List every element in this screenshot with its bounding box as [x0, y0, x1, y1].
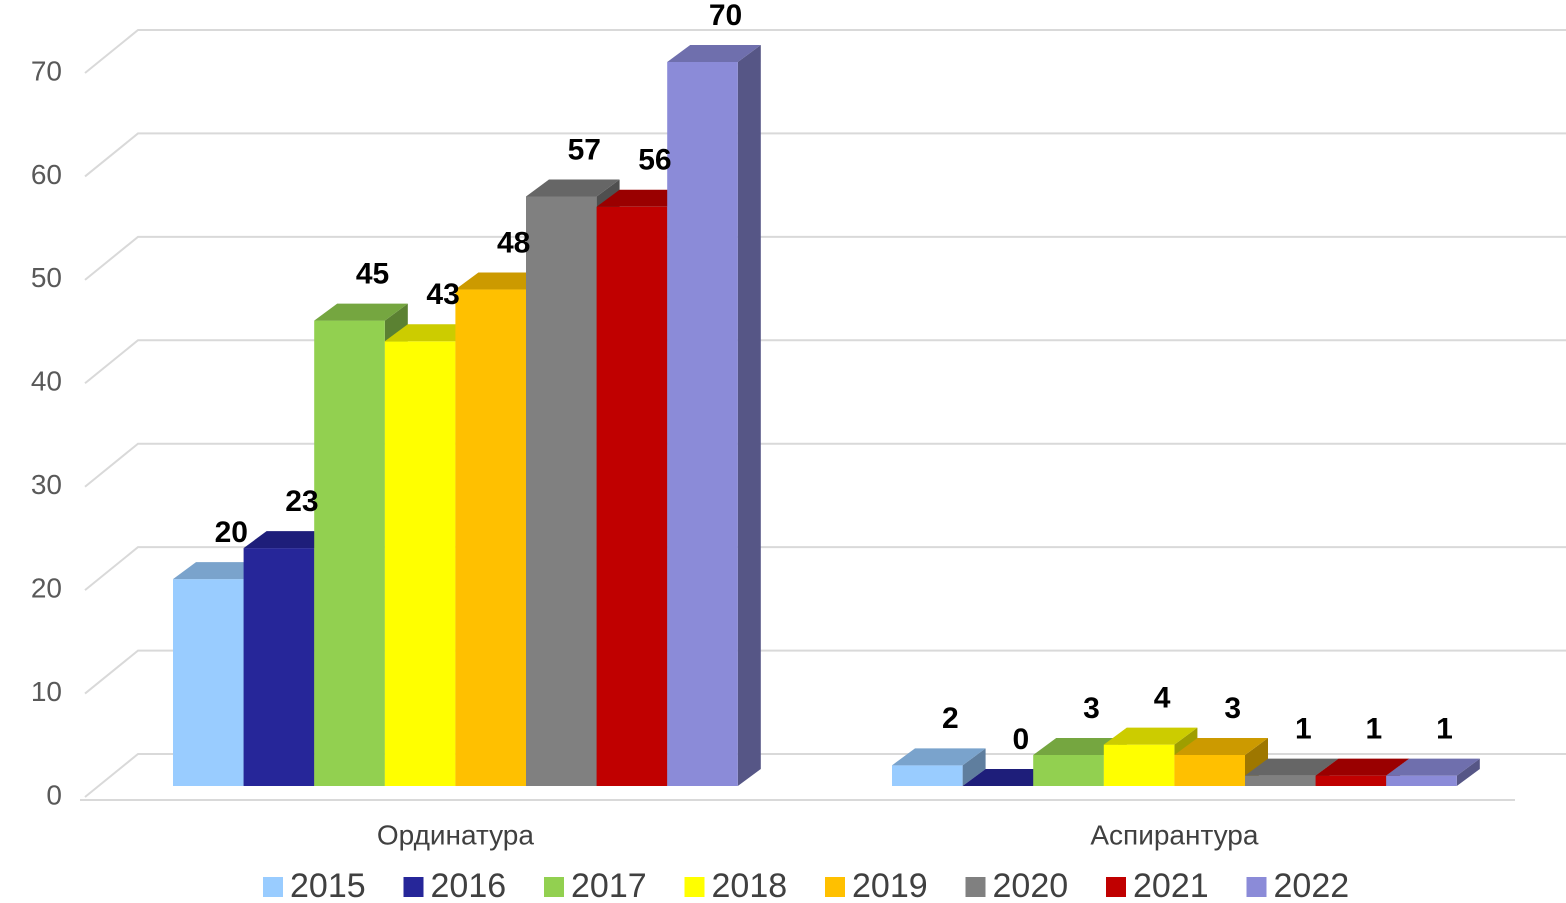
data-label: 20	[215, 516, 248, 549]
bar	[1174, 754, 1245, 786]
bar	[667, 62, 738, 786]
legend-swatch	[1106, 877, 1126, 897]
grid-line	[84, 235, 1566, 281]
legend-label: 2018	[712, 867, 788, 903]
bar	[384, 341, 456, 786]
data-label: 2	[942, 702, 959, 735]
data-label: 23	[285, 485, 318, 518]
data-label: 1	[1436, 713, 1453, 746]
bar-top	[962, 769, 1057, 786]
bar	[596, 206, 668, 787]
legend-label: 2015	[290, 867, 366, 903]
bar-top	[173, 562, 267, 580]
data-label: 1	[1295, 713, 1312, 746]
bar-top	[1386, 758, 1480, 776]
bar-top	[314, 303, 408, 321]
bar	[1033, 754, 1104, 786]
bar	[1315, 775, 1387, 786]
x-tick-label: Ординатура	[377, 819, 535, 850]
data-label: 1	[1366, 713, 1383, 746]
legend-swatch	[825, 877, 845, 897]
bar-top	[1033, 737, 1127, 755]
data-label: 70	[709, 0, 742, 32]
x-tick-label: Аспирантура	[1090, 819, 1258, 850]
bar	[455, 289, 526, 786]
y-tick-label: 0	[46, 779, 62, 810]
bar-top	[1245, 758, 1339, 776]
grid-line	[84, 132, 1566, 178]
y-tick-label: 70	[31, 55, 62, 86]
y-tick-label: 20	[31, 573, 62, 604]
legend-swatch	[1246, 877, 1267, 897]
legend-swatch	[544, 877, 564, 897]
data-label: 3	[1083, 692, 1100, 725]
bar	[1245, 775, 1316, 786]
bar-top	[1103, 727, 1198, 745]
y-tick-label: 10	[31, 676, 62, 707]
bar-top	[667, 45, 761, 62]
bar-top	[1174, 737, 1268, 755]
grid-line	[84, 29, 1566, 74]
legend-swatch	[263, 877, 283, 897]
data-label: 48	[497, 226, 530, 259]
legend-label: 2021	[1133, 867, 1209, 903]
legend-label: 2019	[852, 867, 928, 903]
data-label: 45	[356, 257, 389, 290]
data-label: 3	[1224, 692, 1241, 725]
bar	[526, 196, 597, 786]
bar-top	[596, 189, 691, 207]
grid-line	[84, 339, 1566, 385]
data-label: 4	[1154, 682, 1171, 715]
data-label: 56	[638, 144, 671, 177]
y-tick-label: 60	[31, 159, 62, 190]
bar	[173, 579, 244, 786]
bar-top	[455, 272, 549, 290]
legend-swatch	[403, 877, 424, 897]
bar	[243, 548, 315, 786]
grid-line	[84, 546, 1566, 591]
legend-label: 2016	[431, 867, 507, 903]
bar	[1386, 775, 1457, 786]
bar-side	[962, 748, 986, 786]
legend-label: 2020	[993, 867, 1069, 903]
bar	[1103, 744, 1175, 786]
bar-side	[737, 45, 761, 786]
grid-line	[84, 649, 1566, 695]
bar	[892, 765, 963, 786]
legend-label: 2022	[1274, 867, 1350, 903]
bar-side	[1456, 758, 1480, 786]
bar-top	[384, 324, 479, 342]
y-tick-label: 40	[31, 366, 62, 397]
bar	[314, 320, 385, 786]
legend-swatch	[965, 877, 986, 897]
legend-swatch	[684, 877, 705, 897]
grid-line	[84, 442, 1566, 488]
bar-top	[243, 531, 338, 549]
data-label: 0	[1013, 723, 1030, 756]
legend-label: 2017	[571, 867, 647, 903]
y-tick-label: 50	[31, 262, 62, 293]
bar-top	[892, 748, 986, 766]
y-tick-label: 30	[31, 469, 62, 500]
data-label: 43	[426, 278, 459, 311]
bar-top	[526, 179, 620, 197]
bar-top	[1315, 758, 1410, 776]
data-label: 57	[568, 133, 601, 166]
